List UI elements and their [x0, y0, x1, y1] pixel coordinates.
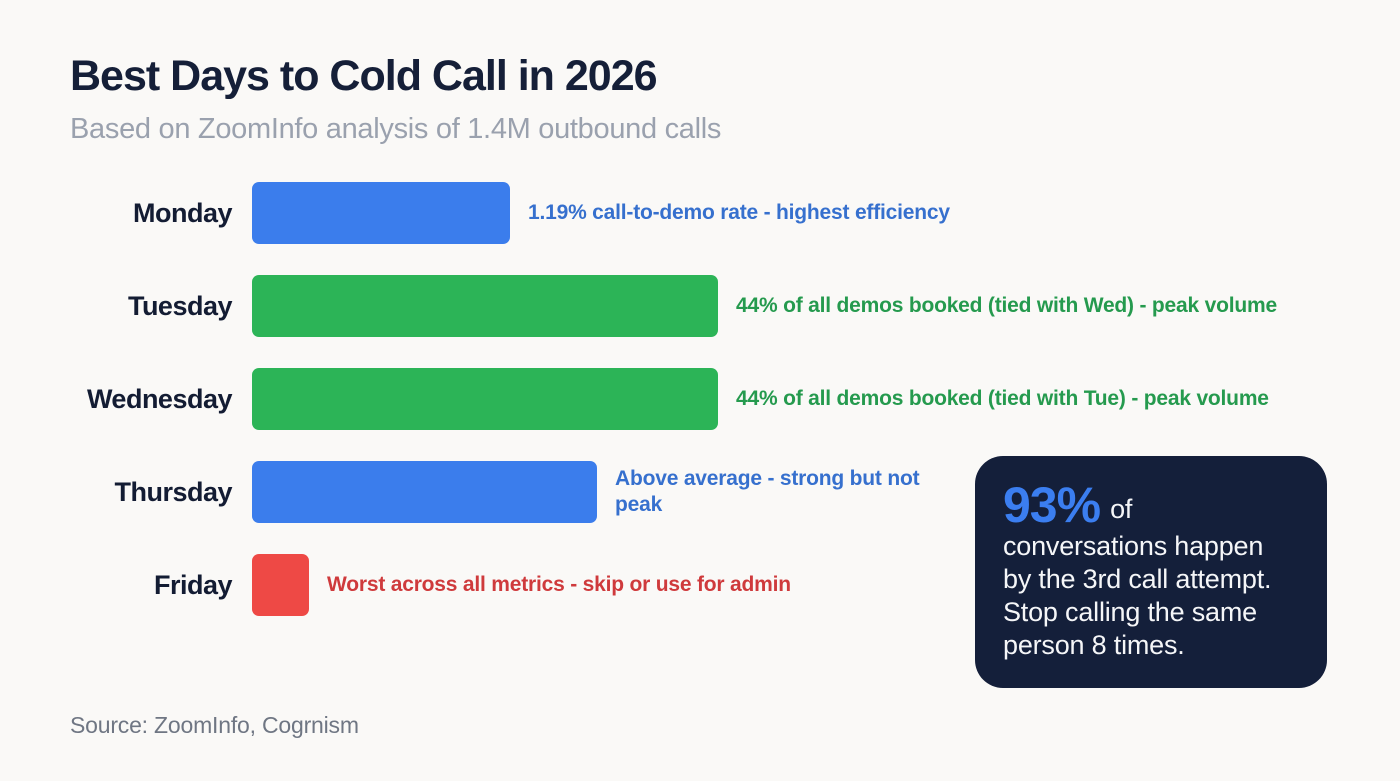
page-title: Best Days to Cold Call in 2026 [70, 52, 658, 100]
callout-stat-body: conversations happen by the 3rd call att… [1003, 531, 1272, 660]
day-label-thursday: Thursday [114, 476, 232, 507]
day-label-friday: Friday [153, 569, 233, 600]
callout-stat-suffix: of [1110, 494, 1133, 524]
chart-row-tuesday: Tuesday 44% of all demos booked (tied wi… [70, 275, 1400, 338]
day-label-wednesday: Wednesday [86, 383, 233, 414]
chart-row-wednesday: Wednesday 44% of all demos booked (tied … [70, 368, 1400, 431]
day-label-monday: Monday [132, 197, 233, 228]
bar-thursday [252, 461, 597, 524]
callout-stat-value: 93% [1003, 477, 1101, 533]
callout-card: 93% of conversations happen by the 3rd ca… [975, 456, 1327, 688]
callout-text: 93% of conversations happen by the 3rd ca… [1003, 480, 1297, 662]
chart-row-friday: Friday Worst across all metrics - skip o… [70, 554, 1400, 617]
source-attribution: Source: ZoomInfo, Cogrnism [70, 712, 359, 738]
day-label-tuesday: Tuesday [127, 290, 233, 321]
bar-chart: Monday 1.19% call-to-demo rate - highest… [70, 182, 1400, 617]
bar-monday [252, 182, 510, 245]
chart-row-monday: Monday 1.19% call-to-demo rate - highest… [70, 182, 1400, 245]
bar-tuesday [252, 275, 718, 338]
bar-friday [252, 554, 309, 617]
page-subtitle: Based on ZoomInfo analysis of 1.4M outbo… [70, 113, 722, 146]
annotation-wednesday: 44% of all demos booked (tied with Tue) … [736, 387, 1269, 411]
annotation-tuesday: 44% of all demos booked (tied with Wed) … [736, 294, 1277, 318]
bar-wednesday [252, 368, 718, 431]
annotation-thursday: Above average - strong but not peak [615, 467, 920, 517]
chart-row-thursday: Thursday Above average - strong but not … [70, 461, 1400, 524]
annotation-friday: Worst across all metrics - skip or use f… [327, 573, 791, 597]
annotation-monday: 1.19% call-to-demo rate - highest effici… [528, 201, 950, 225]
